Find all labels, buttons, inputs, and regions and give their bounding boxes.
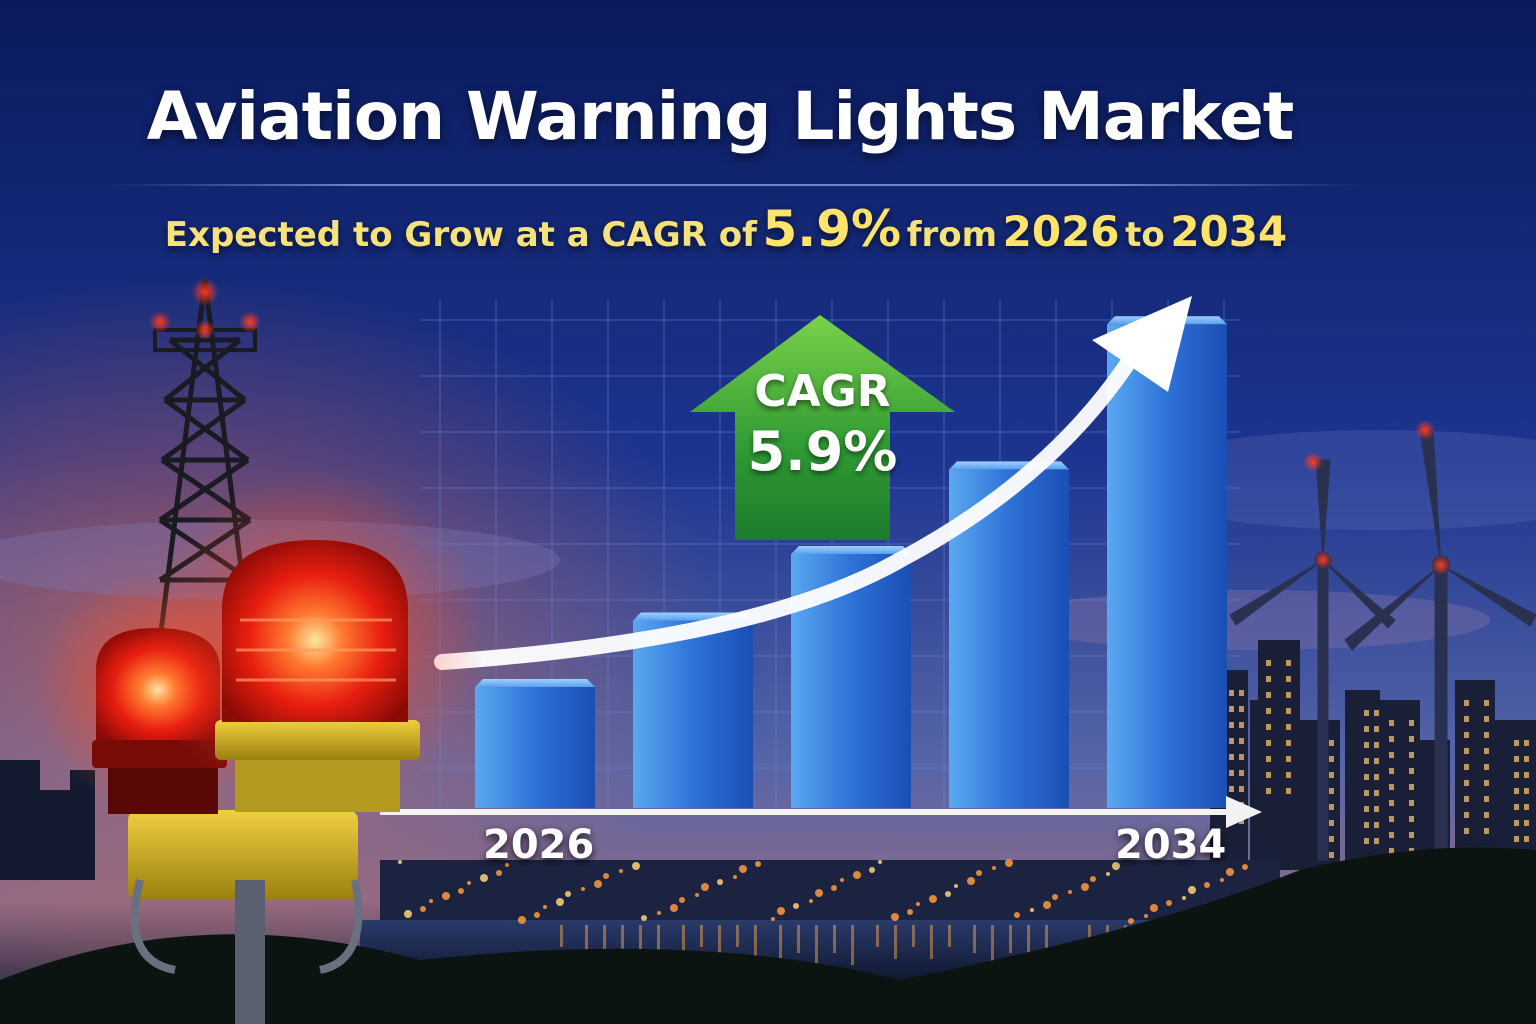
subtitle-end-year: 2034 bbox=[1170, 207, 1288, 256]
trend-arrow-head bbox=[1092, 296, 1192, 392]
turbine-beacon bbox=[1415, 420, 1435, 440]
bar-2 bbox=[633, 620, 753, 808]
subtitle-lead: Expected to Grow at a CAGR of bbox=[164, 215, 757, 255]
bar-top-3 bbox=[791, 546, 911, 554]
cagr-badge-value: 5.9% bbox=[747, 420, 898, 483]
turbine-beacon bbox=[1431, 555, 1451, 575]
tower-beacon bbox=[239, 311, 261, 333]
subtitle-rate: 5.9% bbox=[762, 200, 902, 258]
foreground-trees bbox=[0, 847, 1536, 1024]
tower-beacon bbox=[195, 320, 215, 340]
x-axis-arrowhead bbox=[1226, 796, 1262, 828]
tower-beacon bbox=[149, 311, 171, 333]
subtitle-from: from bbox=[906, 215, 998, 255]
cloud bbox=[1010, 590, 1490, 650]
tower-beacon bbox=[191, 278, 219, 306]
turbine-beacon bbox=[1314, 551, 1332, 569]
skyline-left bbox=[0, 760, 95, 880]
bar-top-1 bbox=[475, 679, 595, 688]
warning-light-large bbox=[145, 470, 485, 812]
city-lights bbox=[398, 859, 1255, 965]
subtitle: Expected to Grow at a CAGR of 5.9% from … bbox=[0, 200, 1452, 258]
subtitle-start-year: 2026 bbox=[1002, 207, 1120, 256]
skyline-right bbox=[1210, 640, 1536, 870]
bar-1 bbox=[475, 687, 595, 808]
cagr-badge-label: CAGR bbox=[754, 366, 891, 417]
title-divider bbox=[110, 184, 1360, 186]
x-tick-label: 2026 bbox=[483, 822, 595, 868]
x-tick-label: 2034 bbox=[1115, 822, 1227, 868]
page-title: Aviation Warning Lights Market bbox=[146, 78, 1295, 155]
bar-5 bbox=[1107, 324, 1227, 808]
cagr-badge: CAGR 5.9% bbox=[690, 365, 955, 485]
cagr-badge-arrow bbox=[690, 315, 955, 540]
turbine-beacon bbox=[1303, 452, 1323, 472]
trend-arrow-shaft bbox=[434, 352, 1138, 670]
subtitle-to: to bbox=[1125, 215, 1165, 255]
